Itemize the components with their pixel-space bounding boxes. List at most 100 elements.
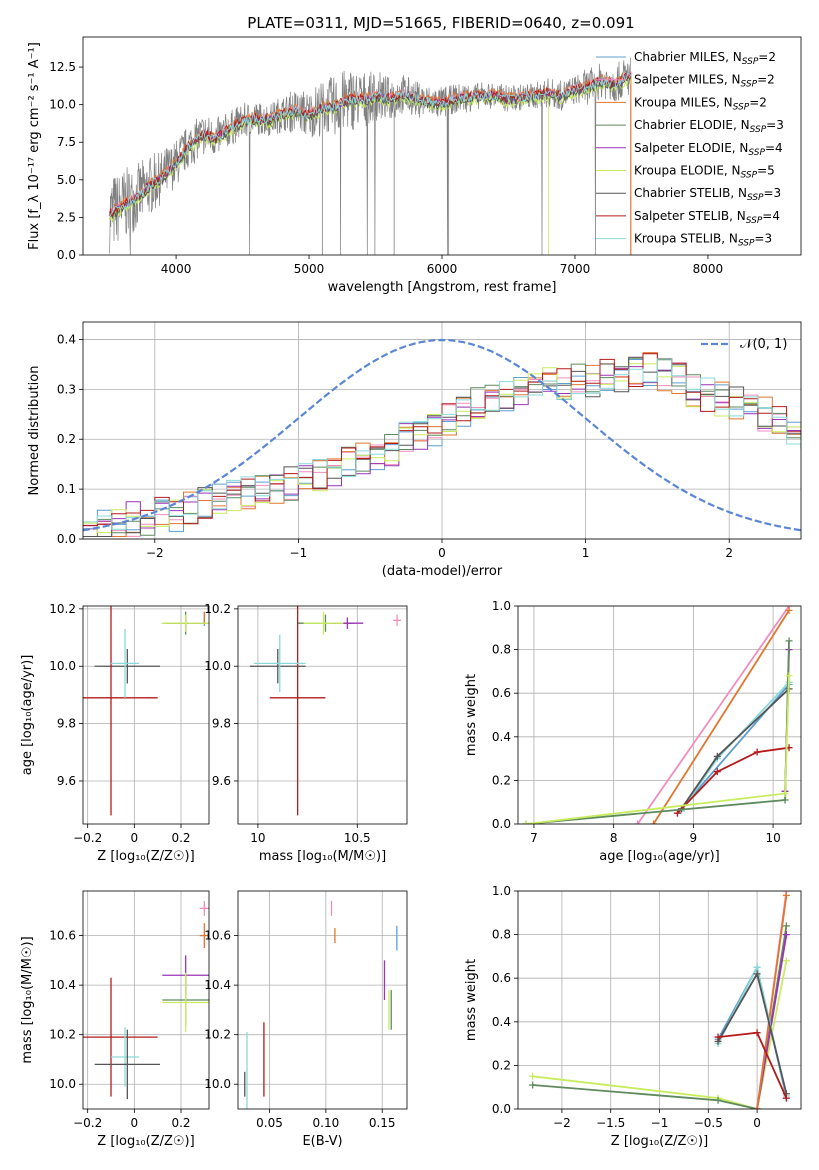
y-tick-label: 10.2 xyxy=(204,1028,231,1042)
y-tick-label: 9.6 xyxy=(57,774,76,788)
y-tick-label: 10.0 xyxy=(204,659,231,673)
x-tick-label: 0 xyxy=(753,1116,761,1130)
x-tick-label: −0.5 xyxy=(694,1116,723,1130)
y-tick-label: 9.8 xyxy=(57,717,76,731)
y-tick-label: 0.0 xyxy=(492,817,511,831)
panel-age_vs_mass: 10 10.5 9.6 9.8 10.0 10.2 mass [log₁₀(M/M☉)] xyxy=(204,602,408,864)
errorbar-point xyxy=(83,606,158,816)
errorbar-point xyxy=(199,900,209,916)
panel-weight_vs_z: −2 −1.5 −1 −0.5 0 0.0 0.2 0.4 0.6 0.8 1.0 Z [log₁₀(… xyxy=(464,884,802,1149)
y-tick-label: 10.0 xyxy=(49,659,76,673)
errorbar-point xyxy=(162,972,209,1033)
weight-marker xyxy=(782,922,790,930)
y-tick-label: 1.0 xyxy=(492,599,511,613)
weight-line-4 xyxy=(756,895,788,1109)
axes-frame xyxy=(82,890,210,1110)
x-axis-label: age [log₁₀(age/yr)] xyxy=(599,849,720,864)
y-tick-label: 0.4 xyxy=(57,332,76,346)
x-tick-label: 10 xyxy=(765,831,780,845)
x-tick-label: 0.15 xyxy=(369,1116,396,1130)
legend-label: Chabrier STELIB, NSSP=3 xyxy=(634,186,781,203)
x-axis-label: Z [log₁₀(Z/Z☉)] xyxy=(97,849,194,864)
y-tick-label: 0.4 xyxy=(492,1015,511,1029)
weight-marker xyxy=(522,820,530,824)
spectrum-legend: Chabrier MILES, NSSP=2 Salpeter MILES, NS… xyxy=(596,50,784,249)
histogram-8 xyxy=(83,358,801,530)
x-tick-label: −2 xyxy=(553,1116,571,1130)
errorbar-point xyxy=(83,977,158,1097)
y-tick-label: 10.4 xyxy=(204,978,231,992)
y-tick-label: 0.6 xyxy=(492,971,511,985)
x-tick-label: 10 xyxy=(250,831,265,845)
legend-label: Salpeter STELIB, NSSP=4 xyxy=(634,209,780,226)
histogram-6 xyxy=(83,356,801,537)
x-tick-label: 6000 xyxy=(427,262,458,276)
panel-mass_vs_z: −0.2 0 0.2 10.0 10.2 10.4 10.6 Z [log₁₀(Z/Z☉)] m… xyxy=(20,890,210,1149)
axes-frame xyxy=(82,36,802,256)
weight-marker xyxy=(714,1033,722,1041)
y-axis-label: mass [log₁₀(M/M☉)] xyxy=(20,936,35,1063)
x-tick-label: −1.5 xyxy=(596,1116,625,1130)
y-tick-label: 10.2 xyxy=(49,1028,76,1042)
x-tick-label: 7000 xyxy=(560,262,591,276)
errorbar-point xyxy=(111,1027,139,1087)
y-tick-label: 10.2 xyxy=(49,602,76,616)
weight-marker xyxy=(529,1072,537,1080)
y-tick-label: 10.2 xyxy=(204,602,231,616)
gaussian-legend-label: 𝒩(0, 1) xyxy=(740,337,787,352)
axes-frame xyxy=(82,605,210,825)
plot-area xyxy=(249,606,402,816)
legend-label: Kroupa ELODIE, NSSP=5 xyxy=(634,164,775,181)
plot-area xyxy=(83,338,801,537)
weight-line-5 xyxy=(676,746,790,814)
weight-marker xyxy=(753,970,761,978)
panel-age_vs_z: −0.2 0 0.2 9.6 9.8 10.0 10.2 Z [log₁₀(Z/Z☉)] age… xyxy=(20,602,210,864)
y-axis-label: Normed distribution xyxy=(27,366,42,496)
y-tick-label: 0.2 xyxy=(492,1058,511,1072)
y-tick-label: 0.6 xyxy=(492,686,511,700)
x-tick-label: 10.5 xyxy=(344,831,371,845)
errorbar-point xyxy=(393,614,402,627)
x-axis-label: Z [log₁₀(Z/Z☉)] xyxy=(611,1134,708,1149)
y-tick-label: 0.4 xyxy=(492,730,511,744)
y-tick-label: 10.6 xyxy=(49,929,76,943)
axes-frame xyxy=(82,321,802,540)
x-tick-label: 5000 xyxy=(294,262,325,276)
panel-spectrum: 4000 5000 6000 7000 8000 0.0 2.5 5.0 7.5 10.0 12.5… xyxy=(27,36,802,295)
x-tick-label: 0 xyxy=(131,831,139,845)
x-tick-label: 0 xyxy=(131,1116,139,1130)
x-axis-label: wavelength [Angstrom, rest frame] xyxy=(328,280,557,295)
y-tick-label: 10.0 xyxy=(49,1077,76,1091)
x-axis-label: (data-model)/error xyxy=(382,564,503,579)
weight-marker xyxy=(753,748,761,756)
histogram-1 xyxy=(83,352,801,537)
legend-label: Kroupa MILES, NSSP=2 xyxy=(634,95,767,112)
plot-area xyxy=(83,606,209,816)
weight-marker xyxy=(782,1094,790,1102)
panel-weight_vs_age: 7 8 9 10 0.0 0.2 0.4 0.6 0.8 1.0 age [log₁₀(age/yr… xyxy=(464,599,802,864)
axes-frame xyxy=(517,890,802,1110)
x-tick-label: 0.10 xyxy=(313,1116,340,1130)
x-tick-label: 0.2 xyxy=(171,831,190,845)
errorbar-point xyxy=(94,649,160,684)
x-tick-label: −2 xyxy=(146,546,164,560)
weight-marker xyxy=(753,1029,761,1037)
errorbar-point xyxy=(199,923,209,948)
weight-line-1 xyxy=(652,609,790,824)
weight-marker xyxy=(785,637,793,645)
y-tick-label: 0.3 xyxy=(57,382,76,396)
y-tick-label: 0.1 xyxy=(57,482,76,496)
observed-spectrum xyxy=(109,57,631,255)
weight-marker xyxy=(714,1096,722,1104)
x-tick-label: −1 xyxy=(290,546,308,560)
x-tick-label: −0.2 xyxy=(73,1116,102,1130)
y-tick-label: 12.5 xyxy=(49,60,76,74)
weight-marker xyxy=(634,820,642,824)
weight-marker xyxy=(785,672,793,680)
y-tick-label: 0.2 xyxy=(57,432,76,446)
plot-area xyxy=(522,606,793,824)
legend-label: Chabrier MILES, NSSP=2 xyxy=(634,50,776,67)
errorbar-point xyxy=(269,606,326,816)
weight-line-8 xyxy=(525,675,790,824)
weight-marker xyxy=(782,931,790,939)
